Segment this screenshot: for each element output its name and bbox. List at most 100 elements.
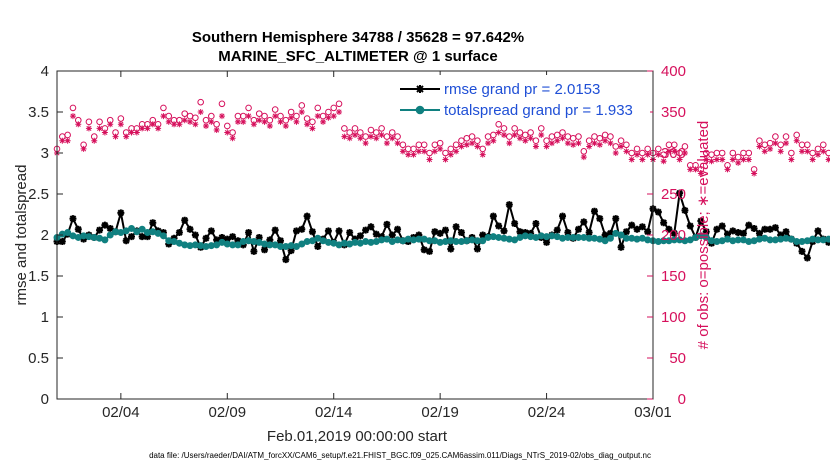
obs-evaluated-point [91, 137, 98, 144]
obs-possible-point [809, 149, 816, 157]
obs-evaluated-point [820, 148, 827, 155]
obs-possible-point [399, 141, 407, 149]
axes-layer: 0 0.5 1 1.5 2 2.5 3 3.5 4 0 50 100 150 200 250 300 350 40… [28, 63, 686, 421]
obs-possible-point [798, 141, 806, 149]
rmse-point [202, 234, 210, 242]
obs-evaluated-point [160, 113, 167, 120]
rmse-point [441, 226, 449, 234]
obs-evaluated-point [149, 121, 156, 128]
obs-possible-point [255, 110, 263, 117]
obs-evaluated-point [516, 135, 523, 142]
obs-evaluated-point [171, 121, 178, 128]
obs-evaluated-point [511, 131, 518, 138]
obs-evaluated-point [602, 137, 609, 144]
obs-evaluated-point [708, 158, 715, 165]
obs-evaluated-point [703, 156, 710, 163]
obs-evaluated-point [266, 122, 273, 129]
obs-possible-point [516, 129, 524, 136]
rmse-point [314, 242, 322, 250]
obs-possible-point [218, 100, 226, 108]
rmse-point [101, 221, 109, 229]
obs-evaluated-point [373, 135, 380, 142]
obs-evaluated-point [123, 133, 130, 140]
obs-evaluated-point [809, 156, 816, 163]
obs-evaluated-point [250, 121, 257, 128]
obs-evaluated-point [325, 114, 332, 121]
rmse-point [223, 235, 231, 243]
rmse-point [250, 247, 258, 255]
x-tick-label: 02/24 [528, 404, 566, 421]
obs-possible-point [793, 131, 800, 139]
obs-evaluated-point [101, 129, 108, 136]
obs-possible-point [362, 133, 369, 140]
obs-evaluated-point [665, 148, 672, 155]
obs-evaluated-point [697, 170, 704, 177]
totalspread-point [106, 231, 114, 239]
rmse-point [479, 231, 487, 239]
obs-possible-point [303, 115, 311, 122]
obs-possible-point [495, 121, 502, 128]
rmse-point [298, 225, 306, 233]
obs-evaluated-point [336, 109, 343, 115]
obs-possible-point [527, 129, 534, 136]
obs-possible-point [569, 134, 577, 142]
totalspread-point [479, 237, 487, 245]
obs-possible-point [420, 141, 428, 149]
obs-possible-point [564, 133, 572, 140]
rmse-point [575, 225, 582, 233]
rmse-point [686, 222, 694, 230]
obs-evaluated-point [783, 140, 790, 147]
obs-evaluated-point [320, 118, 327, 125]
obs-evaluated-point [357, 135, 364, 142]
obs-possible-point [341, 125, 348, 132]
obs-evaluated-point [80, 145, 87, 152]
obs-evaluated-point [532, 143, 539, 150]
y-right-tick-label: 50 [669, 350, 686, 367]
obs-possible-point [777, 141, 785, 149]
obs-evaluated-point [463, 141, 470, 148]
obs-evaluated-point [378, 131, 385, 138]
obs-evaluated-point [234, 118, 241, 125]
obs-possible-point [612, 143, 620, 150]
obs-possible-point [277, 112, 284, 120]
y-tick-label: 3.5 [28, 104, 49, 121]
obs-evaluated-point [660, 158, 667, 165]
obs-possible-point [372, 129, 380, 136]
obs-evaluated-point [687, 166, 694, 173]
legend-rmse-label: rmse grand pr = 2.0153 [444, 81, 600, 98]
rmse-point [633, 225, 641, 233]
obs-evaluated-point [298, 109, 305, 115]
obs-possible-point [335, 100, 343, 108]
rmse-point [261, 246, 269, 254]
rmse-point [516, 228, 524, 236]
obs-evaluated-point [655, 151, 662, 158]
obs-evaluated-point [107, 121, 114, 128]
obs-evaluated-point [793, 137, 800, 144]
rmse-point [457, 229, 465, 237]
obs-possible-point [192, 114, 199, 122]
obs-evaluated-point [69, 113, 76, 120]
obs-evaluated-point [213, 127, 220, 134]
rmse-point [766, 225, 774, 233]
obs-evaluated-point [346, 135, 353, 142]
obs-possible-point [96, 118, 103, 126]
rmse-point [771, 224, 779, 232]
obs-possible-point [506, 133, 513, 140]
obs-possible-point [293, 112, 300, 120]
legend-box [398, 75, 650, 119]
y-axis-right-label: # of obs: o=possible; ∗=evaluated [695, 121, 712, 350]
obs-evaluated-point [447, 151, 454, 158]
obs-possible-point [223, 122, 231, 130]
obs-evaluated-point [224, 129, 231, 136]
legend-totalspread-label: totalspread grand pr = 1.933 [444, 102, 633, 119]
obs-evaluated-point [634, 151, 641, 158]
obs-evaluated-point [814, 151, 821, 158]
obs-evaluated-point [133, 129, 140, 136]
obs-possible-point [239, 112, 247, 120]
y-right-tick-label: 250 [661, 186, 686, 203]
obs-evaluated-point [713, 156, 720, 163]
obs-evaluated-point [192, 121, 199, 128]
obs-possible-point [633, 145, 641, 153]
obs-possible-point [69, 104, 77, 112]
obs-evaluated-point [501, 131, 507, 138]
